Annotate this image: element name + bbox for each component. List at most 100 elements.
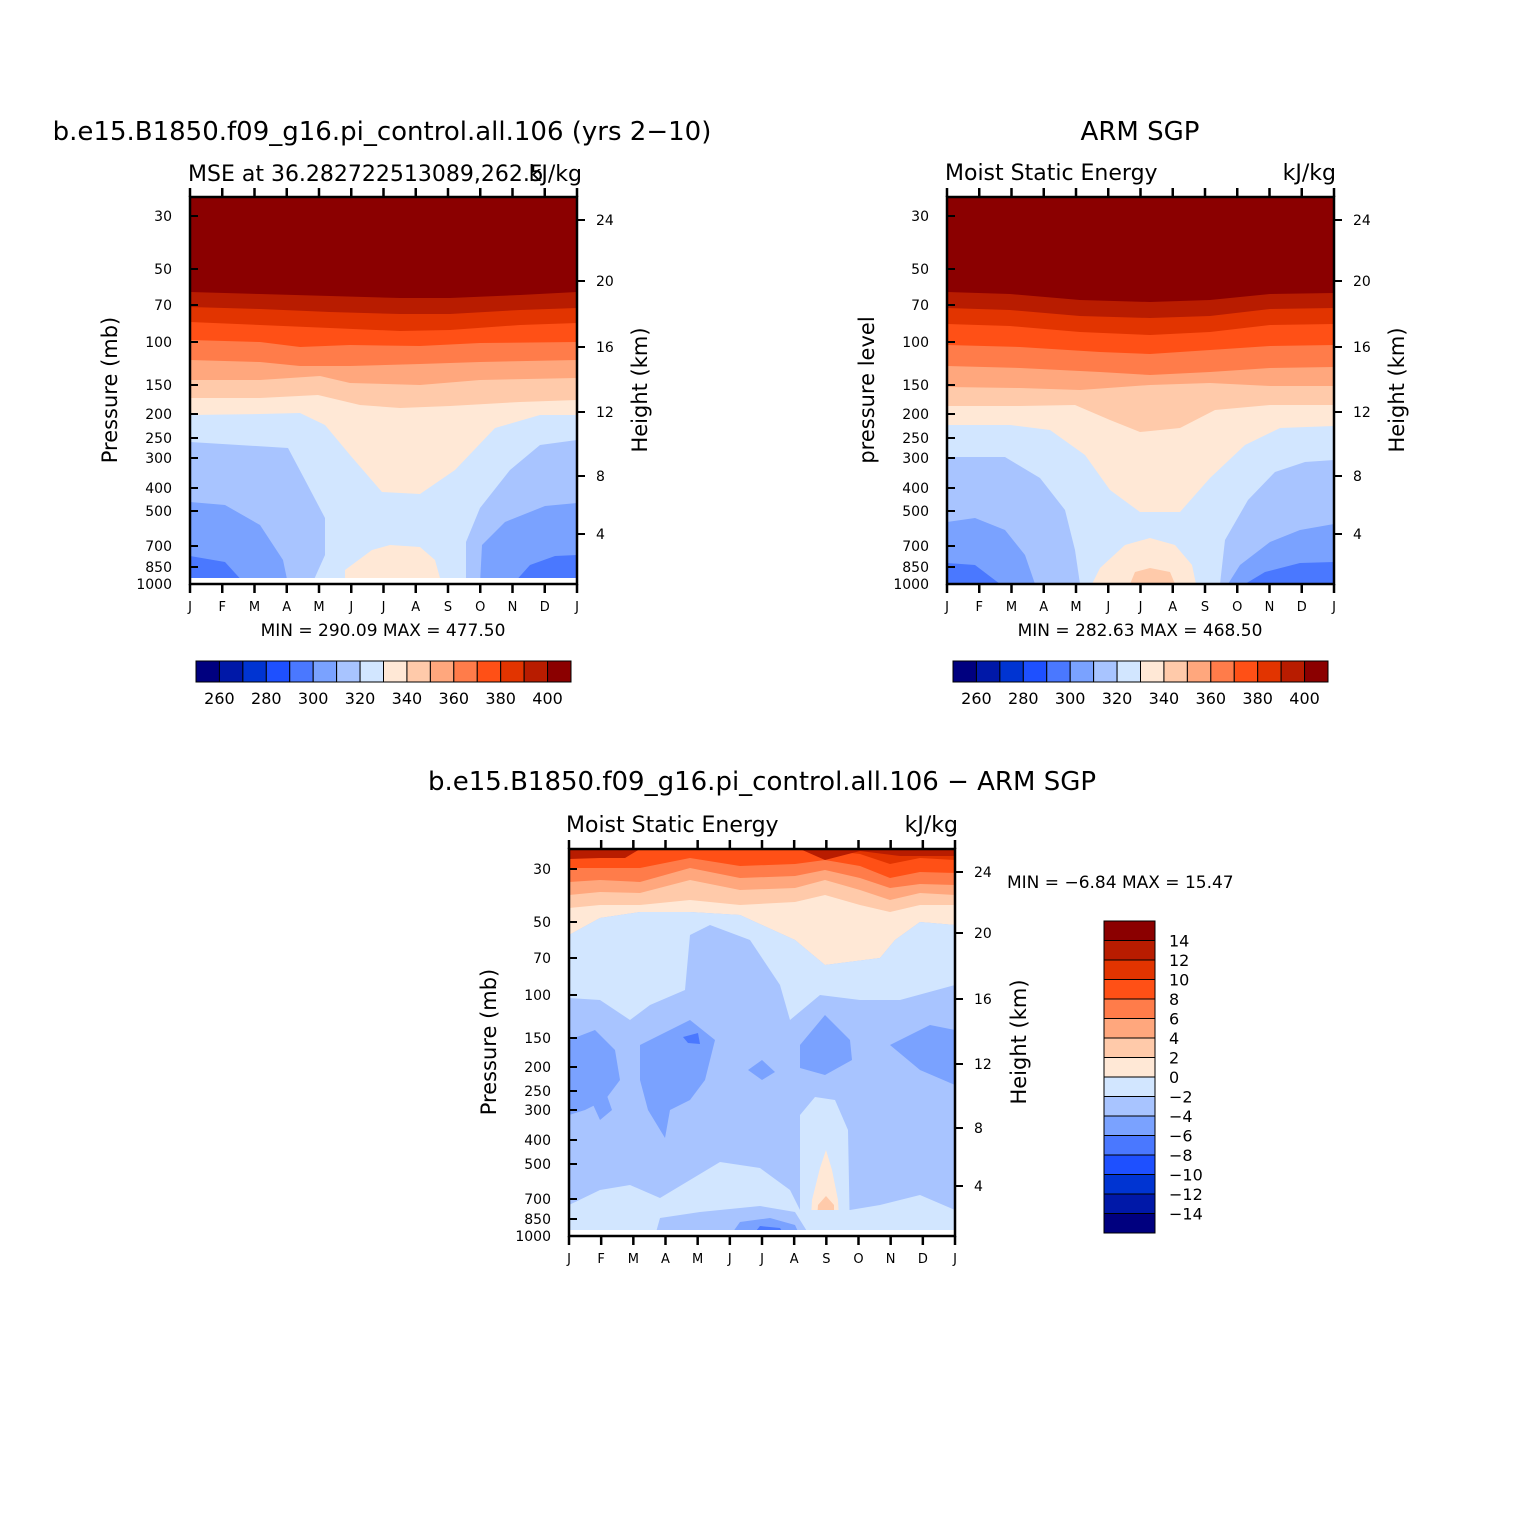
panel-obs: ARM SGP Moist Static Energy kJ/kg J F M A M J… (855, 117, 1409, 708)
y-tick-label: 70 (533, 951, 551, 967)
colorbar-swatch (999, 660, 1024, 683)
colorbar-swatch (547, 660, 572, 683)
colorbar-swatch (1103, 959, 1156, 980)
colorbar-swatch (265, 660, 291, 683)
contour-band (513, 555, 577, 584)
x-tick-label: F (976, 600, 983, 615)
x-tick-label: M (1070, 600, 1081, 615)
colorbar-swatch (1304, 660, 1329, 683)
y2-tick-label: 24 (1353, 213, 1371, 229)
y-tick-label: 1000 (515, 1229, 551, 1245)
y2-axis-label: Height (km) (1007, 979, 1031, 1104)
contour-band (1245, 562, 1334, 584)
colorbar-swatch (1103, 979, 1156, 1000)
y-tick-label: 400 (145, 481, 172, 497)
x-tick-label: M (1006, 600, 1017, 615)
x-tick-label: S (1201, 600, 1209, 615)
y-ticks-right (955, 871, 963, 1187)
colorbar-tick-label: 300 (1055, 689, 1086, 708)
contour-band (569, 1030, 620, 1115)
x-tick-label: O (1232, 600, 1242, 615)
colorbar-swatch (1103, 1135, 1156, 1156)
colorbar-swatch (1103, 1057, 1156, 1078)
y2-tick-label: 8 (974, 1121, 983, 1137)
x-tick-label: J (1331, 600, 1336, 615)
colorbar-swatch (1186, 660, 1212, 683)
x-tick-label: O (853, 1252, 863, 1267)
y-tick-label: 30 (533, 862, 551, 878)
panel-model-subtitle: MSE at 36.282722513089,262.5 (188, 162, 544, 187)
colorbar-tick-label: 280 (1008, 689, 1039, 708)
y-tick-label: 400 (902, 481, 929, 497)
colorbar-swatch (1103, 998, 1156, 1019)
y-tick-label: 30 (911, 209, 929, 225)
y-tick-label: 250 (524, 1084, 551, 1100)
x-tick-label: S (444, 600, 452, 615)
contour-band (890, 1025, 955, 1085)
y-tick-label: 200 (902, 407, 929, 423)
y-tick-label: 70 (911, 298, 929, 314)
y-tick-label: 1000 (893, 577, 929, 593)
y-tick-label: 400 (524, 1133, 551, 1149)
y2-tick-label: 8 (596, 469, 605, 485)
colorbar-swatch (1103, 1213, 1156, 1234)
colorbar-swatch (1280, 660, 1306, 683)
y-tick-label: 1000 (136, 577, 172, 593)
colorbar-swatch (242, 660, 267, 683)
x-tick-label: J (952, 1252, 957, 1267)
colorbar-swatch (1163, 660, 1188, 683)
colorbar-tick-label: 280 (251, 689, 282, 708)
x-tick-label: J (759, 1252, 764, 1267)
colorbar-tick-label: 360 (1196, 689, 1227, 708)
colorbar-swatch (1093, 660, 1118, 683)
colorbar-swatch (1103, 940, 1156, 961)
x-tick-label: D (1297, 600, 1307, 615)
x-tick-label: M (692, 1252, 703, 1267)
y2-tick-label: 12 (596, 405, 614, 421)
colorbar-tick-label: 4 (1169, 1029, 1179, 1048)
colorbar-tick-label: −8 (1169, 1146, 1193, 1165)
panel-diff: b.e15.B1850.f09_g16.pi_control.all.106 −… (428, 767, 1234, 1267)
colorbar-swatch (1257, 660, 1282, 683)
y-axis-left: 30 50 70 100 150 200 250 300 400 500 700… (893, 209, 955, 593)
x-tick-label: A (282, 600, 291, 615)
contour-band (683, 1033, 700, 1044)
colorbar-tick-label: 6 (1169, 1010, 1179, 1029)
contour-band (748, 1060, 775, 1080)
y-tick-label: 300 (145, 451, 172, 467)
panel-model-units: kJ/kg (529, 162, 582, 187)
y-tick-label: 850 (145, 560, 172, 576)
y2-tick-label: 4 (1353, 527, 1362, 543)
colorbar-tick-label: 340 (392, 689, 423, 708)
x-tick-label: A (790, 1252, 799, 1267)
y-tick-label: 100 (524, 988, 551, 1004)
colorbar-swatch (1233, 660, 1259, 683)
y2-tick-label: 24 (974, 865, 992, 881)
colorbar-swatch (476, 660, 502, 683)
x-tick-label: N (886, 1252, 896, 1267)
y-tick-label: 850 (524, 1212, 551, 1228)
x-tick-label: A (1168, 600, 1177, 615)
colorbar-swatch (1103, 1037, 1156, 1058)
colorbar-tick-label: −14 (1169, 1205, 1203, 1224)
min-max-label: MIN = 282.63 MAX = 468.50 (1018, 621, 1263, 641)
colorbar-tick-label: 400 (532, 689, 563, 708)
colorbar-swatch (1103, 1174, 1156, 1195)
y-tick-label: 200 (145, 407, 172, 423)
x-tick-label: F (219, 600, 226, 615)
colorbar-swatch (218, 660, 244, 683)
y-tick-label: 100 (145, 335, 172, 351)
panel-model-title: b.e15.B1850.f09_g16.pi_control.all.106 (… (53, 117, 712, 147)
contour-band (800, 1015, 852, 1075)
colorbar-tick-label: −6 (1169, 1127, 1193, 1146)
y-tick-label: 850 (902, 560, 929, 576)
colorbar-swatch (1103, 1018, 1156, 1039)
x-tick-label: N (1265, 600, 1275, 615)
y-ticks-right (1334, 219, 1342, 535)
colorbar-tick-label: 340 (1149, 689, 1180, 708)
y-ticks-right (577, 219, 585, 535)
colorbar-swatch (952, 660, 977, 683)
